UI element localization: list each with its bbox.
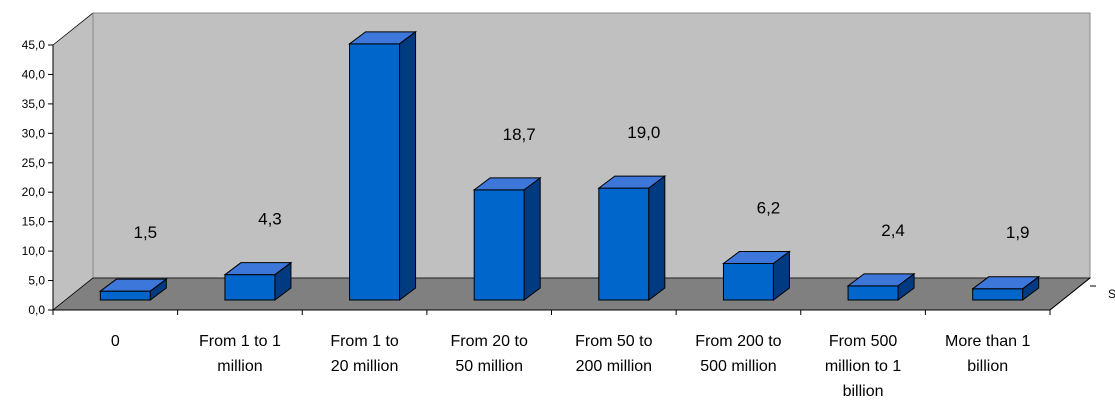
category-label: From 1 to 20 million [330, 333, 399, 375]
category-label-line: million to 1 [825, 358, 902, 375]
bar [223, 261, 293, 301]
category-label-line: From 20 to [451, 333, 528, 350]
bar-side-face [1022, 275, 1040, 301]
y-tick-label: 40,0 [22, 67, 46, 81]
y-tick-label: 30,0 [22, 126, 46, 140]
data-label: 4,3 [258, 210, 282, 229]
category-label: From 1 to 1 million [199, 333, 281, 375]
category-label-line: 500 million [700, 358, 776, 375]
category-label-line: billion [967, 358, 1008, 375]
bar [846, 272, 916, 301]
chart-axes: 0,0 5,0 10,0 15,0 20,0 25,0 30,0 35,0 40,0 45,0 [22, 38, 1096, 317]
bar-front-face [598, 187, 650, 301]
bar-front-face [847, 285, 899, 301]
data-label: 18,7 [503, 125, 536, 144]
y-tick-label: 20,0 [22, 185, 46, 199]
bar-side-face [772, 250, 790, 301]
bar-front-face [722, 262, 774, 301]
data-label: 6,2 [757, 198, 781, 217]
y-tick-label: 25,0 [22, 156, 46, 170]
bar-side-face [648, 175, 666, 301]
bar [597, 175, 667, 301]
bar-side-face [274, 261, 292, 301]
bar-front-face [349, 43, 401, 301]
category-label-line: From 50 to [575, 333, 652, 350]
category-label-line: From 200 to [695, 333, 781, 350]
y-tick-label: 0,0 [28, 303, 45, 317]
category-label-line: 0 [111, 333, 120, 350]
data-label: 19,0 [627, 123, 660, 142]
bar [348, 30, 418, 301]
chart-floor [51, 277, 1092, 311]
data-label: 1,5 [133, 223, 157, 242]
bar-front-face [972, 288, 1024, 301]
bar-front-face [473, 189, 525, 301]
bar-side-face [523, 176, 541, 301]
category-label: From 20 to 50 million [451, 333, 528, 375]
y-tick-label: 15,0 [22, 215, 46, 229]
data-label: 2,4 [881, 221, 905, 240]
y-tick-label: 45,0 [22, 38, 46, 52]
series-label: S1 [1108, 287, 1115, 301]
bar [472, 176, 542, 301]
category-label-line: 200 million [576, 358, 652, 375]
y-tick-label: 5,0 [28, 274, 45, 288]
category-label-line: From 1 to [330, 333, 399, 350]
category-label-line: 50 million [455, 358, 523, 375]
bar-series [98, 30, 1041, 301]
y-tick-label: 10,0 [22, 244, 46, 258]
back-wall [92, 12, 1091, 279]
y-tick-label: 35,0 [22, 97, 46, 111]
bar [971, 275, 1041, 301]
data-label: 1,9 [1006, 223, 1030, 242]
bar-front-face [224, 274, 276, 301]
category-label-line: million [217, 358, 262, 375]
chart-walls [51, 12, 1092, 311]
bar [721, 250, 791, 301]
side-wall [52, 12, 94, 311]
category-label-line: More than 1 [945, 333, 1030, 350]
category-label: From 200 to 500 million [695, 333, 781, 375]
category-label: From 500 million to 1 billion [825, 333, 902, 400]
bar-side-face [149, 278, 167, 301]
depth-axis-line [1049, 277, 1091, 311]
category-label-line: From 1 to 1 [199, 333, 281, 350]
bar [98, 278, 168, 301]
bar-side-face [399, 30, 417, 301]
category-label-line: billion [843, 383, 884, 400]
category-label: More than 1 billion [945, 333, 1030, 375]
category-label-line: 20 million [331, 358, 399, 375]
bar-side-face [897, 272, 915, 301]
category-label-line: From 500 [829, 333, 898, 350]
bar-front-face [99, 290, 151, 301]
category-label: From 50 to 200 million [575, 333, 652, 375]
category-label: 0 [111, 333, 120, 350]
